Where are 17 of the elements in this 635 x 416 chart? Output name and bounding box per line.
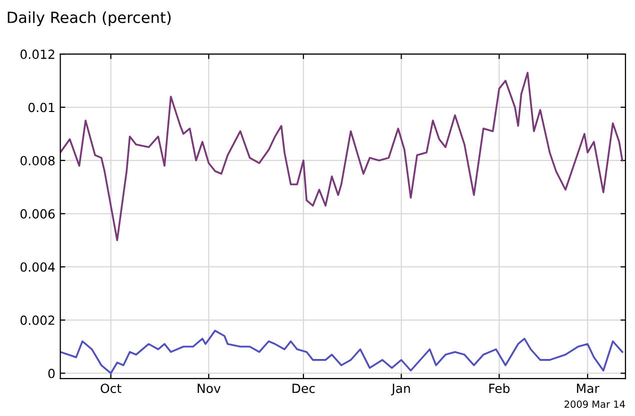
x-tick-label: Mar [577,384,600,394]
y-tick-label: 0 [48,368,55,378]
y-tick-label: 0.002 [20,316,54,325]
y-tick-label: 0.01 [28,102,54,112]
x-tick-label: Nov [198,384,221,394]
x-tick-label: Feb [489,383,510,394]
y-tick-label: 0.008 [20,156,55,166]
text: 2009 Mar 14 [564,400,625,408]
line-series [60,330,624,374]
x-tick-label: Jan [391,384,410,396]
y-tick-label: 0.004 [20,262,55,272]
y-tick-label: 0.012 [20,50,54,60]
chart-title: Daily Reach (percent) [8,11,171,26]
x-tick-label: Dec [292,384,315,394]
x-tick-label: Oct [100,384,122,394]
line-series [60,72,624,242]
y-tick-label: 0.006 [20,209,55,219]
